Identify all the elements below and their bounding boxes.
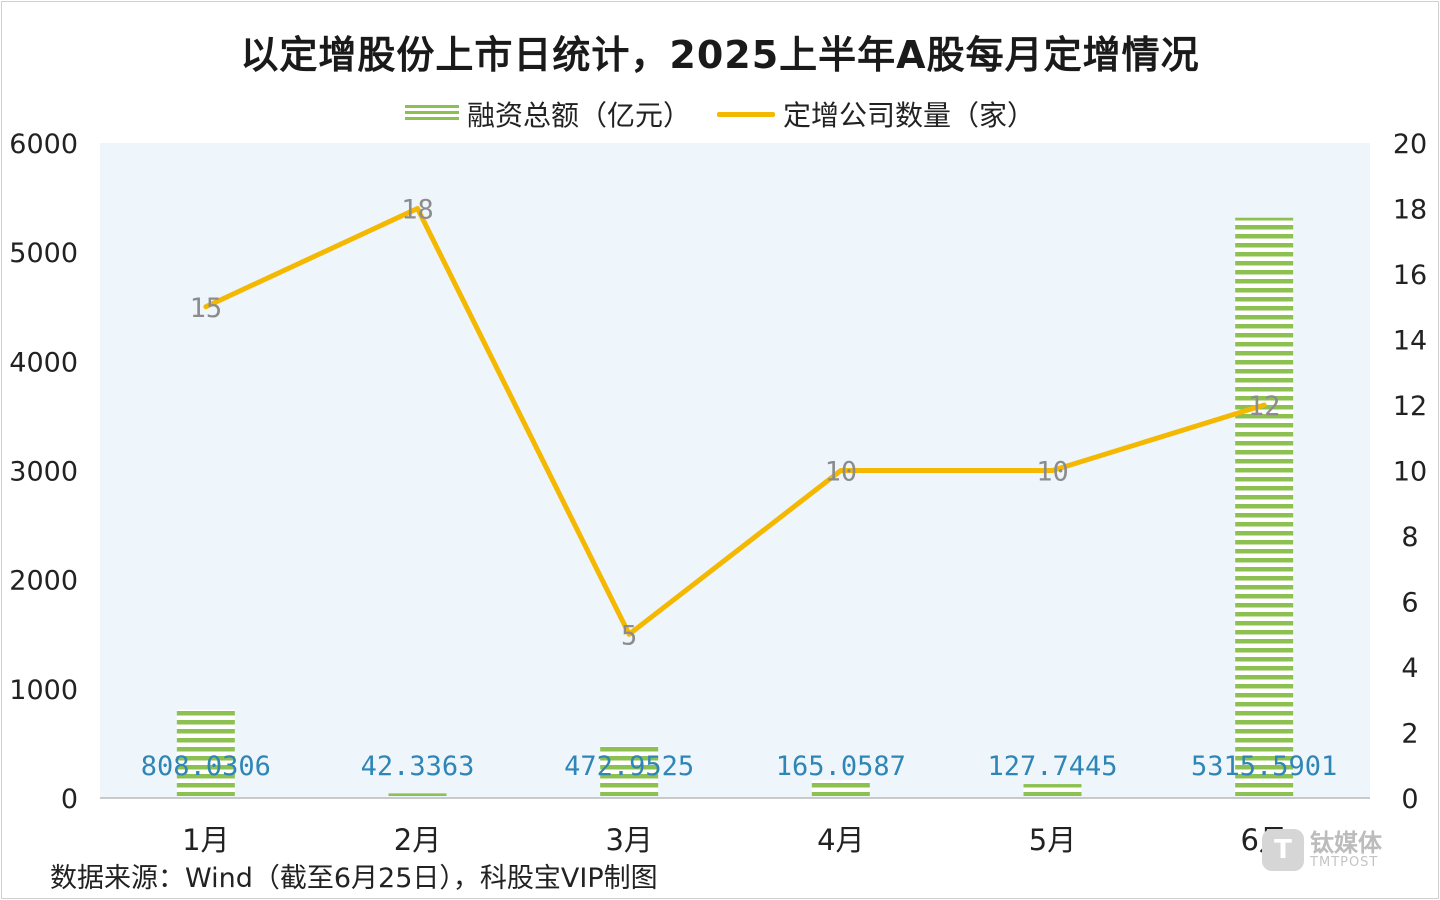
y-right-tick-label: 14 bbox=[1393, 326, 1427, 357]
y-left-tick-label: 6000 bbox=[9, 129, 78, 160]
y-left-tick-label: 2000 bbox=[9, 566, 78, 597]
y-left-tick-label: 5000 bbox=[9, 238, 78, 269]
bar-data-label: 472.9525 bbox=[564, 751, 694, 782]
line-data-label: 5 bbox=[621, 620, 637, 651]
x-tick-label: 4月 bbox=[817, 823, 864, 857]
y-left-tick-label: 4000 bbox=[9, 347, 78, 378]
bar bbox=[1023, 784, 1082, 796]
watermark: T 钛媒体 TMTPOST bbox=[1262, 820, 1402, 880]
y-right-tick-label: 12 bbox=[1393, 391, 1427, 422]
source-note: 数据来源：Wind（截至6月25日），科股宝VIP制图 bbox=[50, 863, 658, 894]
bar-data-label: 165.0587 bbox=[776, 751, 906, 782]
x-tick-label: 5月 bbox=[1029, 823, 1076, 857]
bar bbox=[176, 709, 235, 796]
watermark-cn: 钛媒体 bbox=[1310, 828, 1382, 857]
watermark-logo-icon: T bbox=[1262, 829, 1304, 871]
y-left-tick-label: 3000 bbox=[9, 457, 78, 488]
y-right-tick-label: 0 bbox=[1401, 784, 1418, 815]
y-right-tick-label: 6 bbox=[1401, 588, 1418, 619]
y-right-tick-label: 8 bbox=[1401, 522, 1418, 553]
legend-item-bar: 融资总额（亿元） bbox=[404, 94, 691, 134]
bar-data-label: 5315.5901 bbox=[1191, 751, 1337, 782]
bar bbox=[388, 793, 447, 796]
y-right-tick-label: 16 bbox=[1393, 260, 1427, 291]
y-left-tick-label: 0 bbox=[61, 784, 78, 815]
line-data-label: 18 bbox=[401, 195, 434, 226]
bar-data-label: 127.7445 bbox=[987, 751, 1117, 782]
legend-label-line: 定增公司数量（家） bbox=[783, 99, 1036, 132]
bar-data-label: 42.3363 bbox=[361, 751, 475, 782]
line-data-label: 10 bbox=[825, 457, 858, 488]
y-right-tick-label: 2 bbox=[1401, 719, 1418, 750]
x-tick-label: 3月 bbox=[605, 823, 652, 857]
y-right-tick-label: 18 bbox=[1393, 195, 1427, 226]
legend: 融资总额（亿元） 定增公司数量（家） bbox=[2, 94, 1438, 134]
y-right-tick-label: 4 bbox=[1401, 653, 1418, 684]
legend-item-line: 定增公司数量（家） bbox=[717, 94, 1035, 134]
bar bbox=[600, 746, 659, 796]
bar bbox=[811, 779, 870, 796]
y-left-tick-label: 1000 bbox=[9, 675, 78, 706]
bar-data-label: 808.0306 bbox=[141, 751, 271, 782]
chart-title: 以定增股份上市日统计，2025上半年A股每月定增情况 bbox=[240, 33, 1200, 77]
bar bbox=[1235, 217, 1294, 797]
watermark-en: TMTPOST bbox=[1310, 854, 1379, 870]
x-tick-label: 1月 bbox=[182, 823, 229, 857]
x-tick-label: 2月 bbox=[394, 823, 441, 857]
legend-swatch-line bbox=[717, 111, 775, 117]
series-line bbox=[203, 206, 1267, 637]
y-right-tick-label: 20 bbox=[1393, 129, 1427, 160]
y-right-tick-label: 10 bbox=[1393, 457, 1427, 488]
plot-area bbox=[100, 143, 1370, 798]
legend-label-bar: 融资总额（亿元） bbox=[466, 99, 691, 132]
legend-swatch-bar bbox=[404, 105, 459, 123]
line-data-label: 15 bbox=[190, 293, 223, 324]
watermark-text: 钛媒体 TMTPOST bbox=[1310, 828, 1382, 870]
line-data-label: 12 bbox=[1248, 391, 1281, 422]
line-data-label: 10 bbox=[1036, 457, 1069, 488]
